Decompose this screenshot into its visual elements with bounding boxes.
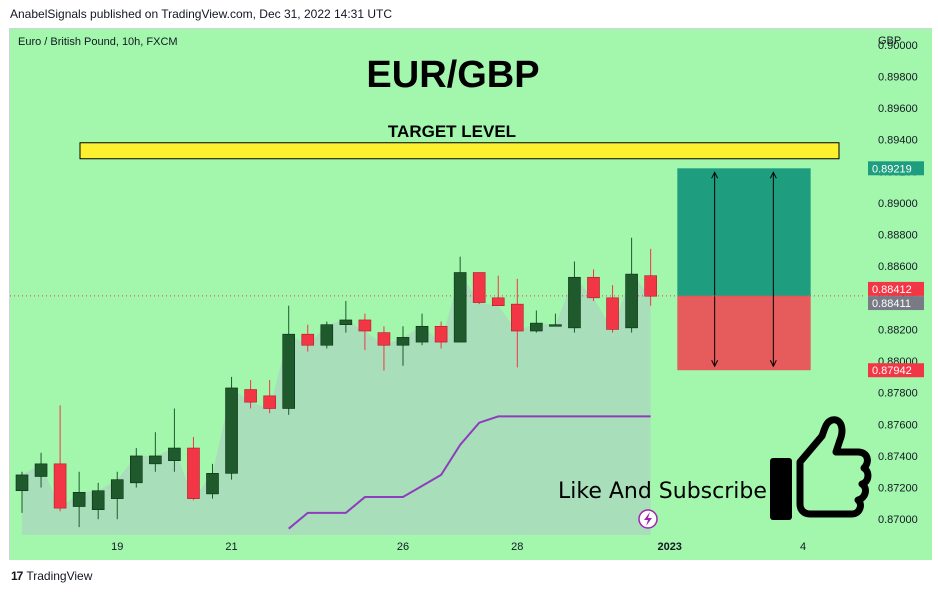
candle-body	[434, 325, 448, 343]
candle-body	[282, 333, 296, 409]
price-badge	[868, 296, 924, 311]
candle-body	[377, 332, 391, 346]
price-tick-label: 0.89600	[878, 103, 918, 115]
candle-body	[530, 322, 543, 332]
price-tick-label: 0.88200	[878, 324, 918, 336]
lightning-icon[interactable]	[638, 509, 658, 529]
candle-body	[396, 337, 410, 346]
currency-label: GBP	[878, 35, 901, 47]
brand-name: TradingView	[26, 569, 93, 583]
candle-body	[301, 333, 315, 346]
time-tick-label: 28	[511, 541, 523, 553]
publish-info: AnabelSignals published on TradingView.c…	[10, 7, 393, 21]
candle-body	[130, 455, 143, 484]
candle-body	[168, 447, 181, 461]
tradingview-logo-icon: 17	[11, 569, 23, 583]
price-tick-label: 0.89000	[878, 198, 918, 210]
price-tick-label: 0.87400	[878, 451, 918, 463]
candle-body	[568, 276, 581, 329]
candle-body	[339, 319, 353, 325]
target-level-label: TARGET LEVEL	[388, 122, 516, 141]
price-badge-label: 0.87942	[872, 365, 912, 377]
candle-body	[206, 473, 219, 495]
candle-body	[263, 395, 276, 409]
time-axis-background	[10, 535, 932, 560]
price-badge	[868, 281, 924, 296]
candle-body	[491, 297, 505, 307]
candle-body	[587, 276, 600, 299]
range-arrow-head-up-1	[711, 171, 719, 179]
indicator-line	[288, 415, 651, 530]
price-tick-label: 0.89800	[878, 71, 918, 83]
price-badge-label: 0.89219	[872, 163, 912, 175]
candle-body	[110, 479, 124, 499]
candle-body	[91, 490, 105, 511]
loss-zone	[677, 295, 811, 371]
cta-text: Like And Subscribe	[558, 479, 767, 504]
candle-body	[53, 463, 67, 509]
profit-zone	[677, 168, 811, 296]
candle-body	[358, 319, 372, 332]
price-tick-label: 0.87000	[878, 514, 918, 526]
price-tick-label: 0.87600	[878, 419, 918, 431]
target-level-band	[79, 142, 840, 160]
candle-body	[320, 324, 334, 346]
candle-body	[472, 272, 486, 303]
candle-body	[149, 455, 162, 465]
range-arrow-head-up-2	[769, 171, 777, 179]
range-arrow-head-down-1	[711, 360, 719, 368]
candle-body	[34, 463, 48, 477]
time-tick-label: 4	[800, 541, 806, 553]
price-badge	[868, 363, 924, 378]
price-tick-label: 0.90000	[878, 40, 918, 52]
candle-body	[644, 275, 657, 297]
thumbs-up-icon	[770, 416, 872, 520]
candle-body	[549, 324, 562, 327]
time-tick-label: 21	[225, 541, 237, 553]
candle-body	[72, 492, 86, 507]
price-badge-label: 0.88412	[872, 284, 912, 296]
price-badge-label: 0.88411	[872, 298, 911, 310]
time-tick-label: 26	[397, 541, 409, 553]
candle-body	[15, 474, 29, 492]
candle-body	[510, 303, 524, 332]
chart-title: EUR/GBP	[366, 54, 539, 96]
price-tick-label: 0.89400	[878, 135, 918, 147]
time-tick-label: 2023	[657, 541, 681, 553]
price-tick-label: 0.88800	[878, 230, 918, 242]
candle-body	[187, 447, 200, 499]
symbol-info: Euro / British Pound, 10h, FXCM	[18, 36, 178, 48]
range-arrow-head-down-2	[769, 360, 777, 368]
candle-body	[244, 389, 257, 403]
price-tick-label: 0.88600	[878, 261, 918, 273]
candle-body	[606, 297, 619, 330]
candle-body	[415, 325, 429, 343]
candle-body	[453, 272, 467, 343]
price-tick-label: 0.87800	[878, 388, 918, 400]
price-tick-label: 0.87200	[878, 483, 918, 495]
price-badge	[868, 161, 924, 176]
footer-brand[interactable]: 17 TradingView	[11, 569, 92, 583]
time-tick-label: 19	[111, 541, 123, 553]
candle-body	[225, 387, 238, 474]
candle-body	[625, 273, 638, 329]
close-area-fill	[22, 272, 651, 535]
